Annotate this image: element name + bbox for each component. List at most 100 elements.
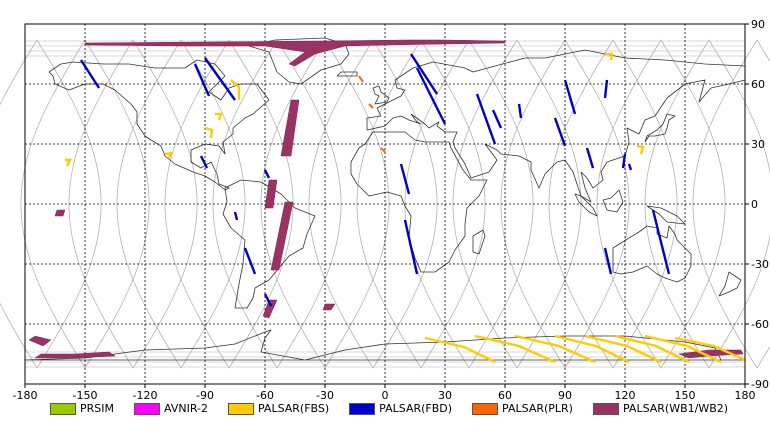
south-america-coastline — [222, 179, 316, 309]
fbd-swath — [603, 247, 613, 275]
latitude-axis: 90 60 30 0 -30 -60 -90 — [745, 18, 769, 391]
fbd-swath — [204, 57, 236, 101]
uk-coastline — [372, 85, 390, 105]
fbd-swath — [603, 79, 609, 99]
wb-swath — [54, 209, 66, 217]
orbit-track — [644, 39, 770, 369]
antarctica-coastline — [24, 329, 746, 361]
wb-swath — [322, 303, 336, 311]
lat-tick-label: 0 — [751, 198, 758, 211]
legend-swatch — [472, 402, 499, 415]
fbs-swath — [514, 334, 596, 364]
fbd-swath — [399, 163, 411, 195]
fbd-swath — [409, 53, 439, 95]
wb-swath — [34, 351, 116, 359]
lat-tick-label: -30 — [751, 258, 769, 271]
fbd-swath — [475, 93, 497, 145]
legend-label: PALSAR(FBD) — [379, 402, 453, 415]
orbit-track — [596, 39, 726, 369]
lat-tick-label: 60 — [751, 78, 765, 91]
legend-label: AVNIR-2 — [164, 402, 208, 415]
legend-item: PALSAR(WB1/WB2) — [592, 402, 728, 415]
fbd-swath — [415, 67, 447, 125]
lon-tick-label: -30 — [316, 389, 334, 402]
africa-coastline — [350, 131, 488, 273]
legend-label: PRSIM — [80, 402, 114, 415]
legend-label: PALSAR(FBS) — [257, 402, 330, 415]
north-america-coastline — [48, 59, 270, 191]
borneo-coastline — [602, 189, 624, 213]
fbs-swath — [605, 52, 614, 61]
wb-swath — [270, 201, 294, 271]
fbs-swath — [584, 334, 662, 364]
fbs-swath — [65, 158, 72, 167]
plr-swath — [368, 103, 374, 109]
legend-item: PALSAR(PLR) — [472, 402, 573, 415]
lon-tick-label: -120 — [133, 389, 158, 402]
fbd-swath — [243, 247, 257, 275]
fbd-swath — [263, 169, 271, 179]
fbs-swath — [424, 336, 496, 364]
legend-swatch — [592, 402, 619, 415]
longitude-axis: -180 -150 -120 -90 -60 -30 0 30 60 90 120 150 180 — [13, 384, 756, 402]
fbs-swath — [636, 144, 645, 155]
lon-tick-label: -180 — [13, 389, 38, 402]
lon-tick-label: 0 — [382, 389, 389, 402]
fbs-swath — [474, 334, 556, 364]
fbd-swath — [651, 209, 671, 275]
coastlines — [24, 37, 746, 361]
lon-tick-label: -60 — [256, 389, 274, 402]
legend-item: AVNIR-2 — [134, 402, 208, 415]
lon-tick-label: -150 — [73, 389, 98, 402]
wb-swath — [264, 179, 278, 209]
orbit-track — [548, 39, 678, 369]
legend-item: PALSAR(FBD) — [349, 402, 452, 415]
orbit-track — [452, 39, 582, 369]
legend-swatch — [50, 402, 76, 415]
lon-tick-label: 120 — [615, 389, 636, 402]
australia-coastline — [612, 225, 692, 283]
lon-tick-label: -90 — [196, 389, 214, 402]
acquisition-swaths — [28, 39, 746, 364]
orbit-track — [68, 39, 198, 369]
fbd-swath — [233, 211, 239, 221]
fbd-swath — [563, 79, 577, 115]
madagascar-coastline — [472, 229, 486, 255]
orbit-track — [164, 39, 294, 369]
orbit-track — [116, 39, 246, 369]
lon-tick-label: 30 — [438, 389, 452, 402]
fbs-swath — [164, 151, 173, 159]
wb-swath — [28, 335, 52, 347]
fbd-swath — [627, 163, 633, 171]
fbs-swath — [614, 334, 690, 364]
lon-tick-label: 180 — [735, 389, 756, 402]
fbd-swath — [553, 117, 567, 147]
wb-swath — [262, 299, 278, 319]
new-zealand-coastline — [718, 271, 742, 297]
fbs-swath — [644, 334, 722, 364]
lat-tick-label: -90 — [751, 378, 769, 391]
plr-swath — [358, 75, 364, 83]
fbs-swath — [204, 126, 214, 139]
fbd-swath — [621, 153, 627, 169]
lat-tick-label: -60 — [751, 318, 769, 331]
fbd-swath — [193, 63, 211, 97]
legend-item: PALSAR(FBS) — [227, 402, 330, 415]
fbd-swath — [79, 59, 101, 89]
sumatra-coastline — [574, 193, 598, 217]
japan-coastline — [644, 113, 676, 143]
plr-swath — [380, 147, 386, 153]
legend-swatch — [134, 402, 160, 415]
fbd-swath — [491, 109, 503, 129]
legend-swatch — [227, 402, 254, 415]
lon-tick-label: 90 — [558, 389, 572, 402]
fbd-swath — [199, 155, 209, 169]
legend-swatch — [349, 402, 376, 415]
fbd-swath — [585, 147, 595, 169]
fbs-swath — [674, 336, 746, 362]
lon-tick-label: 150 — [675, 389, 696, 402]
fbd-swath — [517, 103, 523, 119]
lat-tick-label: 30 — [751, 138, 765, 151]
lat-tick-label: 90 — [751, 18, 765, 31]
